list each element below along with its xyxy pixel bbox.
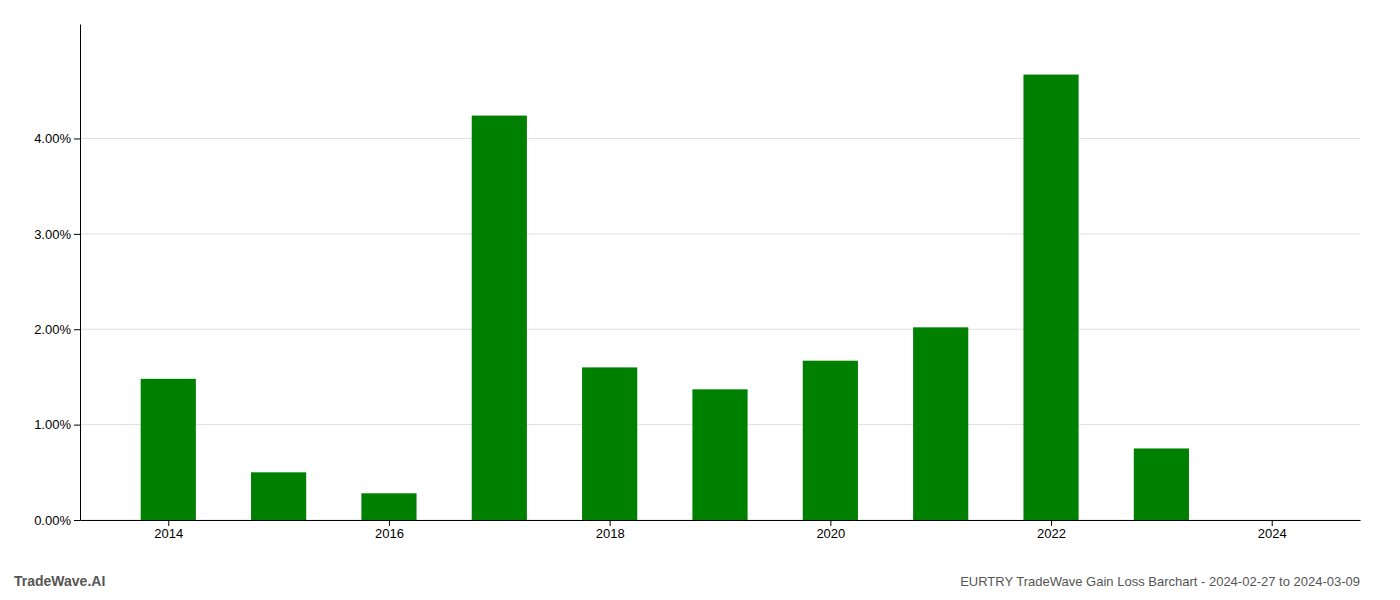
bar [1244,520,1299,521]
x-tick: 2014 [154,520,183,541]
y-tick-mark [74,425,80,426]
y-axis: 0.00% 1.00% 2.00% 3.00% 4.00% [34,25,80,528]
y-tick: 1.00% [34,417,80,432]
y-tick-mark [74,520,80,521]
bar [913,327,968,520]
x-tick-mark [830,520,831,526]
y-tick: 4.00% [34,131,80,146]
x-axis-line [81,520,1361,521]
bar [361,493,416,520]
bar [251,472,306,520]
y-tick: 2.00% [34,322,80,337]
bar [582,367,637,520]
x-tick-label: 2014 [154,526,183,541]
watermark: TradeWave.AI [14,573,105,589]
grid-line [80,233,1360,234]
x-tick-mark [1272,520,1273,526]
bar [692,389,747,520]
y-tick-mark [74,329,80,330]
y-tick-label: 1.00% [34,417,71,432]
y-tick-label: 3.00% [34,227,71,242]
bar [141,379,196,520]
x-tick-label: 2024 [1258,526,1287,541]
x-tick-label: 2018 [596,526,625,541]
grid-line [80,138,1360,139]
x-tick-label: 2020 [816,526,845,541]
bar [472,116,527,520]
x-tick-label: 2022 [1037,526,1066,541]
y-tick-label: 0.00% [34,513,71,528]
y-tick: 0.00% [34,513,80,528]
x-tick-mark [168,520,169,526]
x-tick-label: 2016 [375,526,404,541]
y-tick-label: 4.00% [34,131,71,146]
x-tick: 2024 [1258,520,1287,541]
bar [803,361,858,520]
y-tick: 3.00% [34,227,80,242]
x-tick: 2018 [596,520,625,541]
x-tick-mark [389,520,390,526]
grid-line [80,329,1360,330]
chart: 2014 2016 2018 2020 2022 2024 0.00% 1.00% 2.00% 3… [0,0,1400,600]
bar [1134,448,1189,520]
x-tick-mark [1051,520,1052,526]
x-tick: 2022 [1037,520,1066,541]
x-axis: 2014 2016 2018 2020 2022 2024 [81,520,1361,541]
y-axis-line [80,25,81,521]
bar [1023,75,1078,520]
y-tick-label: 2.00% [34,322,71,337]
grid [80,138,1360,520]
y-tick-mark [74,234,80,235]
y-tick-mark [74,138,80,139]
plot: 2014 2016 2018 2020 2022 2024 0.00% 1.00% 2.00% 3… [34,25,1360,542]
x-tick: 2016 [375,520,404,541]
x-tick-mark [610,520,611,526]
bars [141,75,1189,520]
x-tick: 2020 [816,520,845,541]
title: EURTRY TradeWave Gain Loss Barchart - 20… [960,574,1360,589]
